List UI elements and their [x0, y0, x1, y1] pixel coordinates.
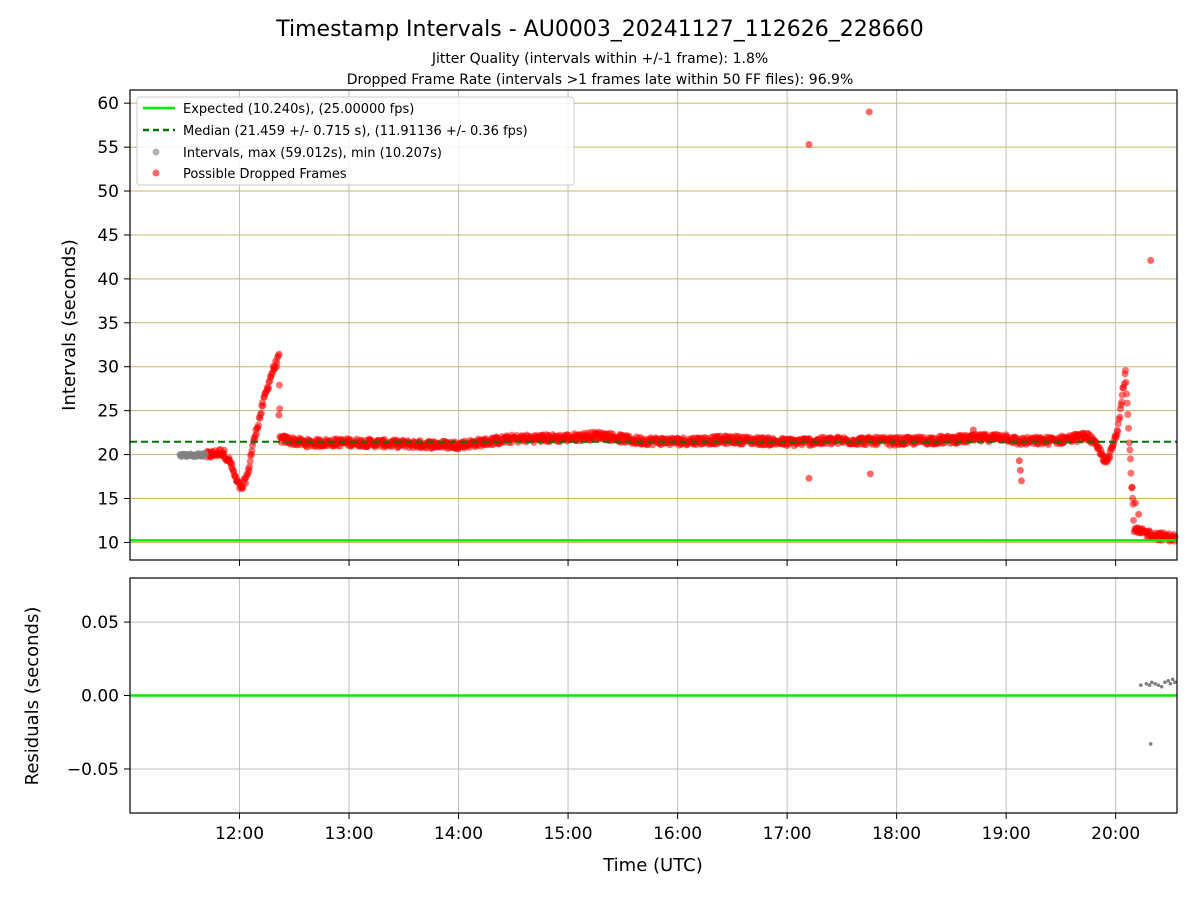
dropped-frame-point [865, 108, 873, 116]
residuals-panel: 12:00 13:00 14:00 15:00 16:00 17:00 18:00 19:00… [67, 577, 1178, 844]
dropped-frame-point [1127, 469, 1135, 477]
residual-point [1156, 683, 1161, 688]
y-tick-label: 60 [97, 94, 119, 114]
x-tick-label: 16:00 [653, 824, 702, 844]
x-tick-label: 15:00 [544, 824, 593, 844]
dropped-frame-point [1135, 510, 1143, 518]
y-tick-label: 20 [97, 446, 119, 466]
dropped-frame-point [246, 463, 254, 471]
x-tick-label: 18:00 [872, 824, 921, 844]
residuals-plot-frame [129, 577, 1178, 814]
dropped-frame-point [259, 402, 267, 410]
dropped-frame-point [1130, 516, 1138, 524]
y-tick-label: −0.05 [67, 760, 119, 780]
dropped-frame-point [969, 426, 977, 434]
dropped-frame-point [1016, 466, 1024, 474]
x-tick-label: 12:00 [215, 824, 264, 844]
figure-title: Timestamp Intervals - AU0003_20241127_11… [275, 17, 924, 42]
y-tick-label: 45 [97, 226, 119, 246]
residual-point [1150, 680, 1154, 685]
dropped-frame-point [1121, 367, 1129, 375]
residual-point [1139, 683, 1143, 688]
dropped-frame-point [1128, 483, 1136, 491]
x-tick-label: 19:00 [982, 824, 1031, 844]
dropped-frame-point [805, 474, 813, 482]
dropped-frame-point [246, 457, 254, 465]
y-tick-label: 40 [97, 270, 119, 290]
y-tick-label: 0.00 [81, 687, 119, 707]
residual-point [1147, 683, 1152, 688]
y-tick-label: 50 [97, 182, 119, 202]
dropped-frame-point [1122, 378, 1130, 386]
y-tick-label: 15 [97, 490, 119, 510]
dropped-frame-point [1017, 477, 1025, 485]
residual-point [1168, 681, 1173, 686]
top-y-axis-label: Intervals (seconds) [59, 239, 80, 411]
dropped-frame-point [1116, 413, 1124, 421]
dropped-frame-point [275, 411, 283, 419]
residual-point [1159, 684, 1164, 689]
legend-box [136, 96, 575, 186]
intervals-panel: 10 15 20 25 30 35 40 45 50 55 60 [97, 89, 1179, 566]
dropped-frame-point [1126, 446, 1134, 454]
residual-point [1170, 677, 1175, 682]
x-tick-label: 20:00 [1091, 824, 1140, 844]
legend: Expected (10.240s), (25.00000 fps) Media… [136, 96, 575, 186]
x-tick-label: 13:00 [325, 824, 374, 844]
y-tick-label: 10 [97, 533, 119, 553]
dropped-frame-point [1123, 399, 1131, 407]
jitter-quality-subtitle: Jitter Quality (intervals within +/-1 fr… [431, 51, 768, 67]
interval-point [199, 451, 207, 459]
legend-intervals-marker [152, 148, 160, 156]
dropped-frame-point [1123, 390, 1131, 398]
legend-median-label: Median (21.459 +/- 0.715 s), (11.91136 +… [183, 124, 528, 139]
dropped-frame-point [1125, 439, 1133, 447]
bottom-y-axis-label: Residuals (seconds) [22, 607, 43, 786]
dropped-frame-point [1106, 453, 1114, 461]
y-tick-label: 0.05 [81, 613, 119, 633]
dropped-frame-point [866, 470, 874, 478]
dropped-frame-point [253, 430, 261, 438]
dropped-frame-point [1124, 411, 1132, 419]
dropped-frame-point [1131, 499, 1139, 507]
residual-point [1153, 681, 1157, 686]
dropped-frame-rate-subtitle: Dropped Frame Rate (intervals >1 frames … [347, 72, 854, 88]
legend-expected-label: Expected (10.240s), (25.00000 fps) [183, 102, 414, 117]
dropped-frame-point [273, 359, 281, 367]
y-tick-label: 25 [97, 402, 119, 422]
dropped-frame-point [275, 350, 283, 358]
residual-point [1173, 680, 1177, 685]
y-tick-label: 55 [97, 138, 119, 158]
dropped-frame-point [275, 381, 283, 389]
residual-point [1148, 742, 1153, 746]
dropped-frame-point [257, 409, 265, 417]
dropped-frame-point [1118, 398, 1126, 406]
dropped-frame-point [1125, 424, 1133, 432]
dropped-frame-point [805, 140, 813, 148]
legend-dropped-label: Possible Dropped Frames [183, 167, 347, 182]
y-tick-label: 35 [97, 314, 119, 334]
dropped-frame-point [248, 447, 256, 455]
dropped-frame-point [265, 384, 273, 392]
dropped-frame-point [1127, 455, 1135, 463]
legend-intervals-label: Intervals, max (59.012s), min (10.207s) [183, 146, 442, 161]
dropped-frame-point [1015, 457, 1023, 465]
dropped-frame-point [1147, 256, 1155, 264]
dropped-frame-point [242, 479, 250, 487]
dropped-frame-point [220, 446, 228, 454]
residual-point [1166, 679, 1171, 683]
dropped-frame-point [254, 421, 262, 429]
x-axis-label: Time (UTC) [602, 855, 703, 876]
legend-dropped-marker [152, 169, 160, 177]
residual-point [1144, 681, 1149, 686]
intervals-plot-frame [129, 89, 1178, 561]
y-tick-label: 30 [97, 358, 119, 378]
x-tick-label: 14:00 [434, 824, 483, 844]
dropped-frame-point [228, 460, 236, 468]
dropped-frame-point [1114, 428, 1122, 436]
x-tick-label: 17:00 [763, 824, 812, 844]
dropped-frame-point [276, 405, 284, 413]
residual-point [1163, 680, 1167, 685]
